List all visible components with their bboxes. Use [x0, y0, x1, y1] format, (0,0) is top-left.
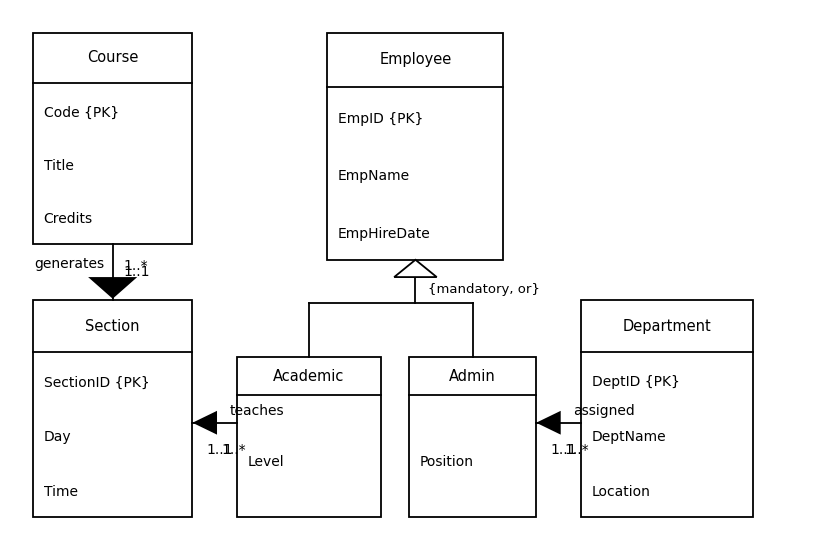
- Text: Level: Level: [248, 455, 285, 469]
- Text: 1..*: 1..*: [124, 259, 148, 273]
- Text: Title: Title: [43, 159, 73, 173]
- Text: EmpID {PK}: EmpID {PK}: [338, 112, 423, 126]
- Text: Admin: Admin: [449, 369, 496, 384]
- Text: assigned: assigned: [573, 405, 635, 418]
- Text: Time: Time: [43, 485, 78, 499]
- Polygon shape: [89, 277, 137, 299]
- Text: Section: Section: [85, 319, 140, 334]
- Text: generates: generates: [34, 257, 104, 271]
- Text: Location: Location: [592, 485, 650, 499]
- Polygon shape: [536, 411, 561, 434]
- Bar: [33, 300, 192, 517]
- Text: Employee: Employee: [379, 52, 452, 67]
- Text: Credits: Credits: [43, 213, 93, 226]
- Text: 1..1: 1..1: [124, 265, 149, 279]
- Text: 1..1: 1..1: [207, 443, 233, 457]
- Text: SectionID {PK}: SectionID {PK}: [43, 375, 149, 389]
- Polygon shape: [192, 411, 217, 434]
- Bar: [409, 357, 536, 517]
- Text: DeptID {PK}: DeptID {PK}: [592, 375, 680, 389]
- Text: 1..1: 1..1: [550, 443, 577, 457]
- Text: Course: Course: [87, 50, 139, 65]
- Text: teaches: teaches: [230, 405, 284, 418]
- Polygon shape: [394, 260, 437, 277]
- Text: Day: Day: [43, 430, 71, 444]
- Bar: [581, 300, 753, 517]
- Text: Department: Department: [623, 319, 711, 334]
- Text: EmpName: EmpName: [338, 169, 410, 183]
- Text: Academic: Academic: [273, 369, 345, 384]
- Text: 1..*: 1..*: [221, 443, 245, 457]
- Text: {mandatory, or}: {mandatory, or}: [428, 283, 539, 296]
- Bar: [237, 357, 381, 517]
- Bar: [327, 33, 504, 260]
- Text: Position: Position: [420, 455, 474, 469]
- Text: 1..*: 1..*: [564, 443, 590, 457]
- Text: EmpHireDate: EmpHireDate: [338, 227, 431, 241]
- Text: DeptName: DeptName: [592, 430, 666, 444]
- Bar: [33, 33, 192, 243]
- Text: Code {PK}: Code {PK}: [43, 105, 119, 120]
